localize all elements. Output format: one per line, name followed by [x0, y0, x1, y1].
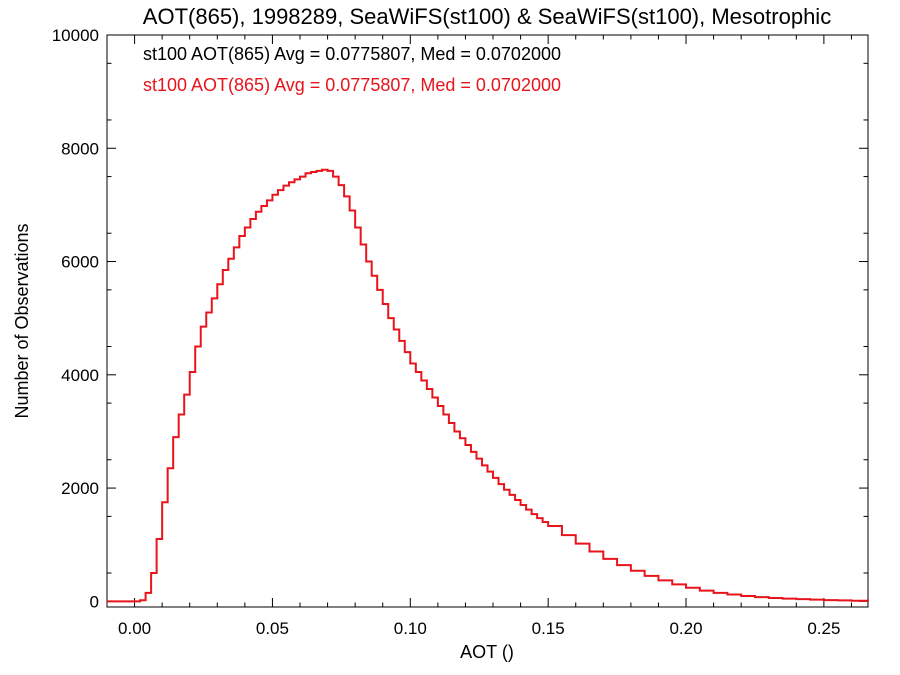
histogram-series-line — [107, 168, 869, 603]
x-tick-label: 0.10 — [394, 619, 427, 638]
y-tick-label: 8000 — [61, 139, 99, 158]
x-tick-label: 0.00 — [118, 619, 151, 638]
annotation-red: st100 AOT(865) Avg = 0.0775807, Med = 0.… — [143, 75, 561, 95]
x-tick-label: 0.05 — [256, 619, 289, 638]
y-tick-label: 10000 — [52, 26, 99, 45]
y-axis-title: Number of Observations — [12, 223, 32, 418]
chart-title: AOT(865), 1998289, SeaWiFS(st100) & SeaW… — [143, 4, 831, 29]
x-tick-label: 0.25 — [807, 619, 840, 638]
y-axis-ticks: 0 2000 4000 6000 8000 10000 — [52, 26, 868, 611]
y-tick-label: 6000 — [61, 253, 99, 272]
y-tick-label: 2000 — [61, 479, 99, 498]
x-axis-ticks: 0.00 0.05 0.10 0.15 0.20 0.25 — [118, 35, 852, 638]
x-axis-title: AOT () — [460, 642, 514, 662]
plot-area-frame — [106, 34, 869, 608]
annotation-black: st100 AOT(865) Avg = 0.0775807, Med = 0.… — [143, 44, 561, 64]
x-tick-label: 0.15 — [532, 619, 565, 638]
y-tick-label: 4000 — [61, 366, 99, 385]
series-layer — [107, 168, 869, 603]
x-tick-label: 0.20 — [669, 619, 702, 638]
y-tick-label: 0 — [90, 592, 99, 611]
